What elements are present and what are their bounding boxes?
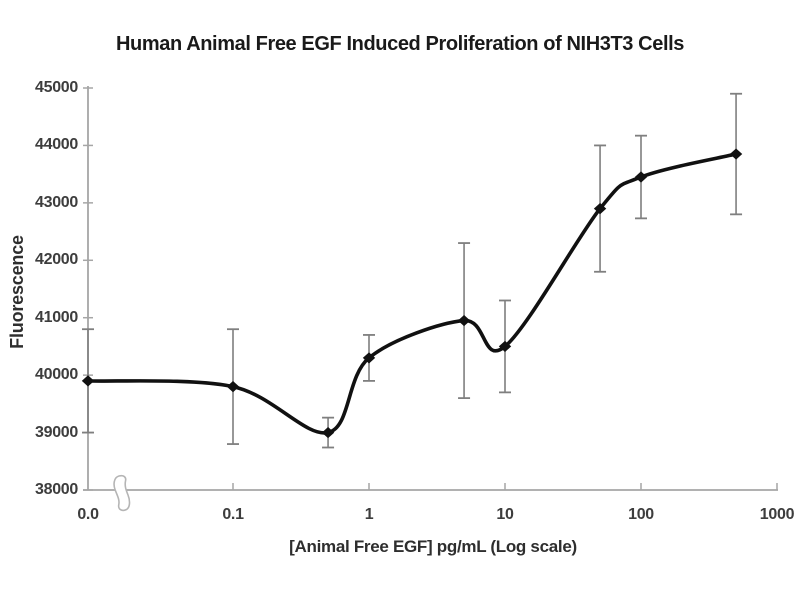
x-axis-title: [Animal Free EGF] pg/mL (Log scale)	[289, 537, 577, 556]
x-tick-label: 0.0	[77, 506, 99, 523]
x-tick-label: 10	[496, 506, 514, 523]
x-tick-label: 1	[364, 506, 374, 523]
x-tick-label: 100	[628, 506, 654, 523]
y-tick-label: 43000	[35, 193, 78, 211]
y-tick-label: 45000	[35, 79, 78, 96]
data-series-line	[86, 152, 738, 435]
data-point-marker	[634, 171, 648, 183]
data-point-marker	[593, 203, 607, 215]
data-point-marker	[498, 340, 512, 353]
y-tick-label: 38000	[35, 481, 78, 498]
chart-title: Human Animal Free EGF Induced Proliferat…	[116, 33, 684, 55]
data-point-marker	[81, 375, 95, 387]
x-tick-label: 0.1	[222, 506, 244, 523]
data-point-marker	[457, 314, 471, 327]
data-point-marker	[226, 381, 240, 393]
y-tick-label: 40000	[35, 366, 78, 384]
data-point-marker	[729, 148, 743, 160]
y-tick-label: 44000	[35, 136, 78, 154]
axis-break-icon	[113, 474, 131, 512]
y-tick-label: 39000	[35, 423, 78, 441]
x-tick-label: 1000	[759, 506, 795, 523]
y-tick-label: 42000	[35, 251, 78, 269]
y-tick-label: 41000	[35, 308, 78, 326]
data-point-marker	[321, 426, 335, 439]
data-point-marker	[362, 352, 376, 364]
